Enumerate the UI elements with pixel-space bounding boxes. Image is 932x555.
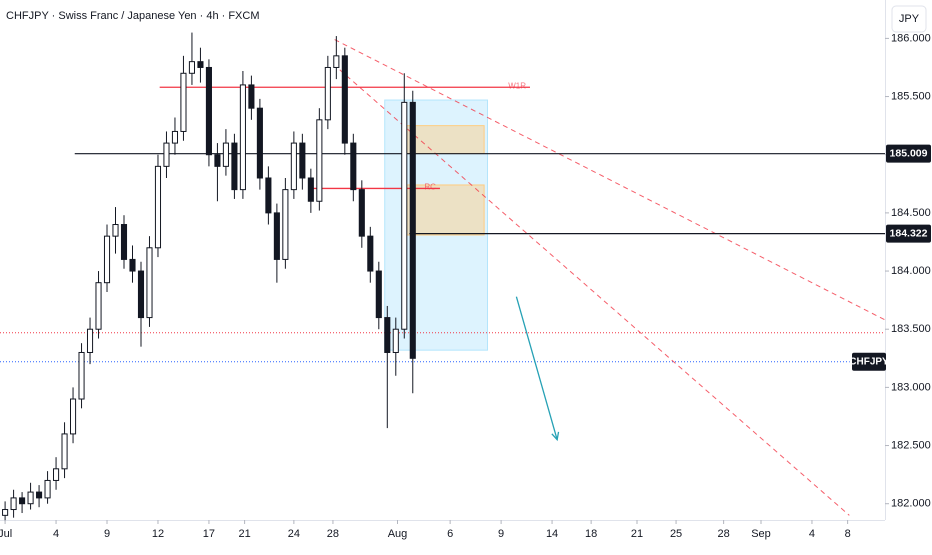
candle-body xyxy=(256,107,263,179)
x-tick-label: 12 xyxy=(152,528,164,540)
candle-body xyxy=(367,235,374,272)
candle-body xyxy=(341,55,348,144)
candle-body xyxy=(358,189,365,237)
candle-body xyxy=(112,224,119,237)
candle-body xyxy=(401,101,408,330)
candle-body xyxy=(171,130,179,144)
x-tick-label: 9 xyxy=(498,528,504,540)
x-tick-label: Jul xyxy=(0,528,12,540)
candle-body xyxy=(69,398,77,435)
y-tick-label: 182.000 xyxy=(891,498,931,510)
candle-body xyxy=(231,142,238,191)
candle-body xyxy=(307,177,314,202)
candle-body xyxy=(53,468,60,481)
candle-body xyxy=(103,235,111,284)
symbol-tag xyxy=(852,352,886,371)
y-tick-label: 182.500 xyxy=(891,439,931,451)
candle-body xyxy=(350,142,357,191)
y-tick-label: 184.500 xyxy=(891,207,931,219)
x-tick-label: 4 xyxy=(809,528,815,540)
x-tick-label: Sep xyxy=(751,528,771,540)
candle-body xyxy=(146,247,153,319)
candle-body xyxy=(290,142,297,191)
candle-body xyxy=(392,328,399,353)
y-tick-label: 184.000 xyxy=(891,265,931,277)
x-tick-label: 8 xyxy=(845,528,851,540)
x-tick-label: 14 xyxy=(546,528,558,540)
chart-title: CHFJPY · Swiss Franc / Japanese Yen · 4h… xyxy=(6,10,260,22)
candle-body xyxy=(61,433,68,470)
x-tick-label: 21 xyxy=(631,528,643,540)
x-tick-label: 17 xyxy=(203,528,215,540)
candle-body xyxy=(137,270,145,319)
y-tick-label: 183.000 xyxy=(891,381,931,393)
candle-body xyxy=(324,66,331,121)
candle-body xyxy=(188,61,195,74)
arrow xyxy=(515,296,558,440)
trend-line xyxy=(334,39,886,321)
marked-line-label: RC xyxy=(424,183,436,192)
zone xyxy=(406,184,485,236)
candle-body xyxy=(273,212,280,260)
candle-body xyxy=(129,258,136,272)
candle-body xyxy=(86,328,94,353)
overlay: W1R RC xyxy=(424,81,560,442)
candle-body xyxy=(154,165,162,249)
candle-body xyxy=(120,224,128,260)
candle-body xyxy=(36,491,43,499)
candle-body xyxy=(316,119,323,202)
level-tag-label: 184.322 xyxy=(890,227,928,239)
trend-line xyxy=(339,69,850,516)
candle-body xyxy=(222,142,229,167)
candle-body xyxy=(163,142,170,167)
x-tick-label: 9 xyxy=(104,528,110,540)
level-tag-label: 185.009 xyxy=(890,147,928,159)
candle-body xyxy=(375,270,382,319)
candle-body xyxy=(205,66,212,156)
level-tag xyxy=(886,144,931,163)
arrow-head xyxy=(551,431,560,442)
zone xyxy=(406,125,485,155)
candle-body xyxy=(2,509,9,516)
candle-body xyxy=(333,55,340,68)
candle-body xyxy=(180,72,187,132)
candle-body xyxy=(282,189,289,260)
x-tick-label: Aug xyxy=(388,528,408,540)
candle-body xyxy=(197,61,204,68)
x-tick-label: 28 xyxy=(327,528,339,540)
x-tick-label: 18 xyxy=(585,528,597,540)
symbol-tag-label: CHFJPY xyxy=(849,356,889,367)
candle-body xyxy=(10,497,17,511)
candle-body xyxy=(78,351,85,400)
y-tick-label: 186.000 xyxy=(891,32,931,44)
currency-button[interactable] xyxy=(891,5,927,33)
plot-area xyxy=(0,32,886,522)
y-tick-label: 185.500 xyxy=(891,90,931,102)
x-tick-label: 4 xyxy=(53,528,59,540)
currency-label: JPY xyxy=(899,13,920,25)
x-tick-label: 6 xyxy=(447,528,453,540)
x-tick-label: 24 xyxy=(288,528,300,540)
candle-body xyxy=(19,497,26,505)
x-tick-label: 25 xyxy=(670,528,682,540)
candle-body xyxy=(214,154,221,167)
x-tick-label: 28 xyxy=(718,528,730,540)
level-tag xyxy=(886,224,931,243)
y-tick-label: 183.500 xyxy=(891,323,931,335)
candle-body xyxy=(409,101,416,359)
candle-body xyxy=(248,84,255,109)
marked-line-label: W1R xyxy=(508,81,526,90)
candle-body xyxy=(384,317,391,353)
candle-body xyxy=(265,177,272,214)
candle-body xyxy=(95,282,102,330)
candle-body xyxy=(27,491,34,505)
x-tick-label: 21 xyxy=(238,528,250,540)
candle-body xyxy=(299,142,306,179)
candle-body xyxy=(239,84,246,191)
candle-body xyxy=(44,479,51,499)
